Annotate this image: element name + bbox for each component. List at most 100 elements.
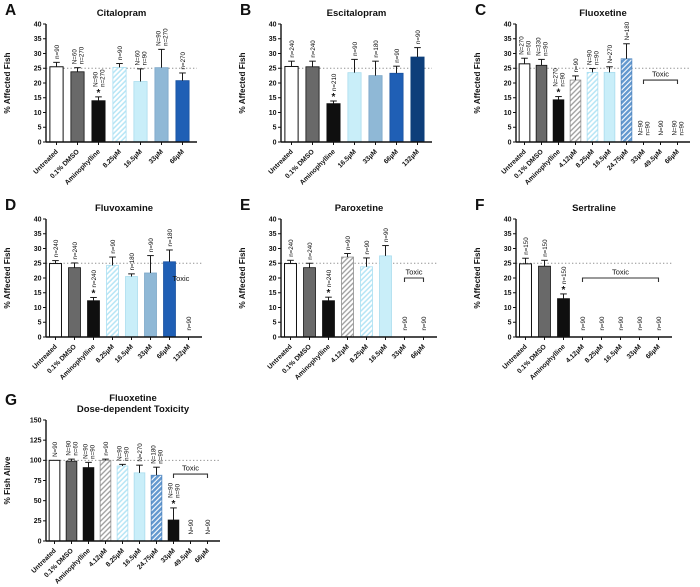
y-tick-label: 20: [269, 80, 277, 87]
n-count-label: n=150: [542, 239, 549, 257]
n-count-label: n=240: [91, 270, 98, 288]
y-tick-label: 25: [34, 518, 42, 525]
x-tick-label: 16.5µM: [368, 343, 389, 364]
y-tick-label: 25: [504, 66, 512, 73]
chart-subtitle: Dose-dependent Toxicity: [77, 404, 190, 415]
n-count-label: n=90: [421, 316, 428, 330]
chart-title: Sertraline: [572, 203, 616, 214]
toxic-label: Toxic: [612, 268, 629, 277]
y-tick-label: 35: [34, 36, 42, 43]
bar-0-1-dmso: [65, 460, 78, 542]
x-tick-label: Aminophylline: [59, 343, 97, 381]
panel-letter: A: [5, 2, 16, 19]
bar-aminophylline: [82, 467, 95, 542]
n-count-label: n=90: [656, 316, 663, 330]
n-count-label: N=180: [624, 21, 631, 40]
panel-letter: F: [475, 197, 484, 214]
y-tick-label: 125: [30, 437, 42, 444]
y-tick-label: 35: [504, 231, 512, 238]
x-tick-label: 66µM: [169, 148, 186, 165]
n-count-label: n=240: [326, 269, 333, 287]
y-tick-label: 5: [38, 320, 42, 327]
chart-title: Fluoxetine: [109, 393, 157, 404]
bar-0-1-dmso: [70, 71, 85, 143]
chart-title: Citalopram: [97, 8, 147, 19]
y-tick-label: 15: [269, 95, 277, 102]
n-count-label: N=90: [117, 445, 124, 461]
y-tick-label: 50: [34, 498, 42, 505]
n-count-label: n=90: [345, 236, 352, 250]
y-tick-label: 0: [38, 139, 42, 146]
n-count-label: n=90: [110, 239, 117, 253]
bar-66-m: [389, 72, 404, 143]
x-tick-label: 66µM: [645, 343, 662, 360]
y-tick-label: 0: [273, 334, 277, 341]
panel-letter: C: [475, 2, 486, 19]
significance-star: *: [557, 88, 561, 99]
bar-4-12-m: [99, 459, 112, 542]
n-count-label: N=90: [66, 440, 73, 456]
x-tick-label: 132µM: [172, 343, 192, 363]
n-count-label: n=270: [99, 69, 106, 87]
x-tick-label: 8.25µM: [95, 343, 116, 364]
toxic-label: Toxic: [172, 274, 189, 283]
n-count-label: N=270: [607, 44, 614, 63]
n-count-label: n=90: [402, 316, 409, 330]
significance-star: *: [92, 288, 96, 299]
n-count-label: N=90: [168, 482, 175, 498]
y-tick-label: 0: [38, 538, 42, 545]
n-count-label: n=90: [394, 48, 401, 62]
y-tick-label: 35: [504, 36, 512, 43]
n-count-label: n=90: [186, 316, 193, 330]
bar-8-25-m: [586, 71, 599, 143]
n-count-label: n=210: [331, 73, 338, 91]
bar-0-1-dmso: [305, 66, 320, 143]
n-count-label: n=150: [523, 237, 530, 255]
n-count-label: N=60: [72, 49, 79, 65]
n-count-label: N=60: [135, 50, 142, 66]
bar-8-25-m: [112, 66, 127, 143]
n-count-label: n=90: [157, 449, 164, 463]
y-tick-label: 10: [34, 110, 42, 117]
panel-G: G N=90 Untreated N=90 n=60 0.1% DMSO N=90 n=90 A…: [0, 390, 230, 587]
y-tick-label: 10: [504, 305, 512, 312]
y-tick-label: 15: [504, 290, 512, 297]
y-tick-label: 40: [34, 21, 42, 28]
n-count-label: n=90: [103, 441, 110, 455]
bar-33-m: [368, 75, 383, 143]
y-tick-label: 35: [34, 231, 42, 238]
n-count-label: N=90: [205, 519, 212, 535]
x-tick-label: 16.5µM: [114, 343, 135, 364]
y-tick-label: 5: [273, 125, 277, 132]
y-tick-label: 40: [504, 216, 512, 223]
n-count-label: n=90: [174, 483, 181, 497]
panel-letter: B: [240, 2, 251, 19]
n-count-label: N=90: [188, 519, 195, 535]
y-tick-label: 0: [508, 334, 512, 341]
x-tick-label: 33µM: [148, 148, 165, 165]
y-axis-title: % Affected Fish: [238, 247, 247, 308]
x-tick-label: 4.12µM: [330, 343, 351, 364]
y-tick-label: 75: [34, 478, 42, 485]
y-axis-title: % Affected Fish: [473, 247, 482, 308]
n-count-label: n=180: [373, 40, 380, 58]
x-tick-label: 132µM: [401, 148, 421, 168]
n-count-label: n=60: [525, 40, 532, 54]
bar-4-12-m: [341, 256, 354, 338]
y-axis-title: % Affected Fish: [238, 52, 247, 113]
bar-aminophylline: [91, 100, 106, 143]
y-tick-label: 10: [269, 110, 277, 117]
y-tick-label: 40: [269, 216, 277, 223]
toxic-bracket: [642, 79, 679, 85]
bar-132-m: [410, 56, 425, 143]
x-tick-label: 49.5µM: [173, 547, 194, 568]
